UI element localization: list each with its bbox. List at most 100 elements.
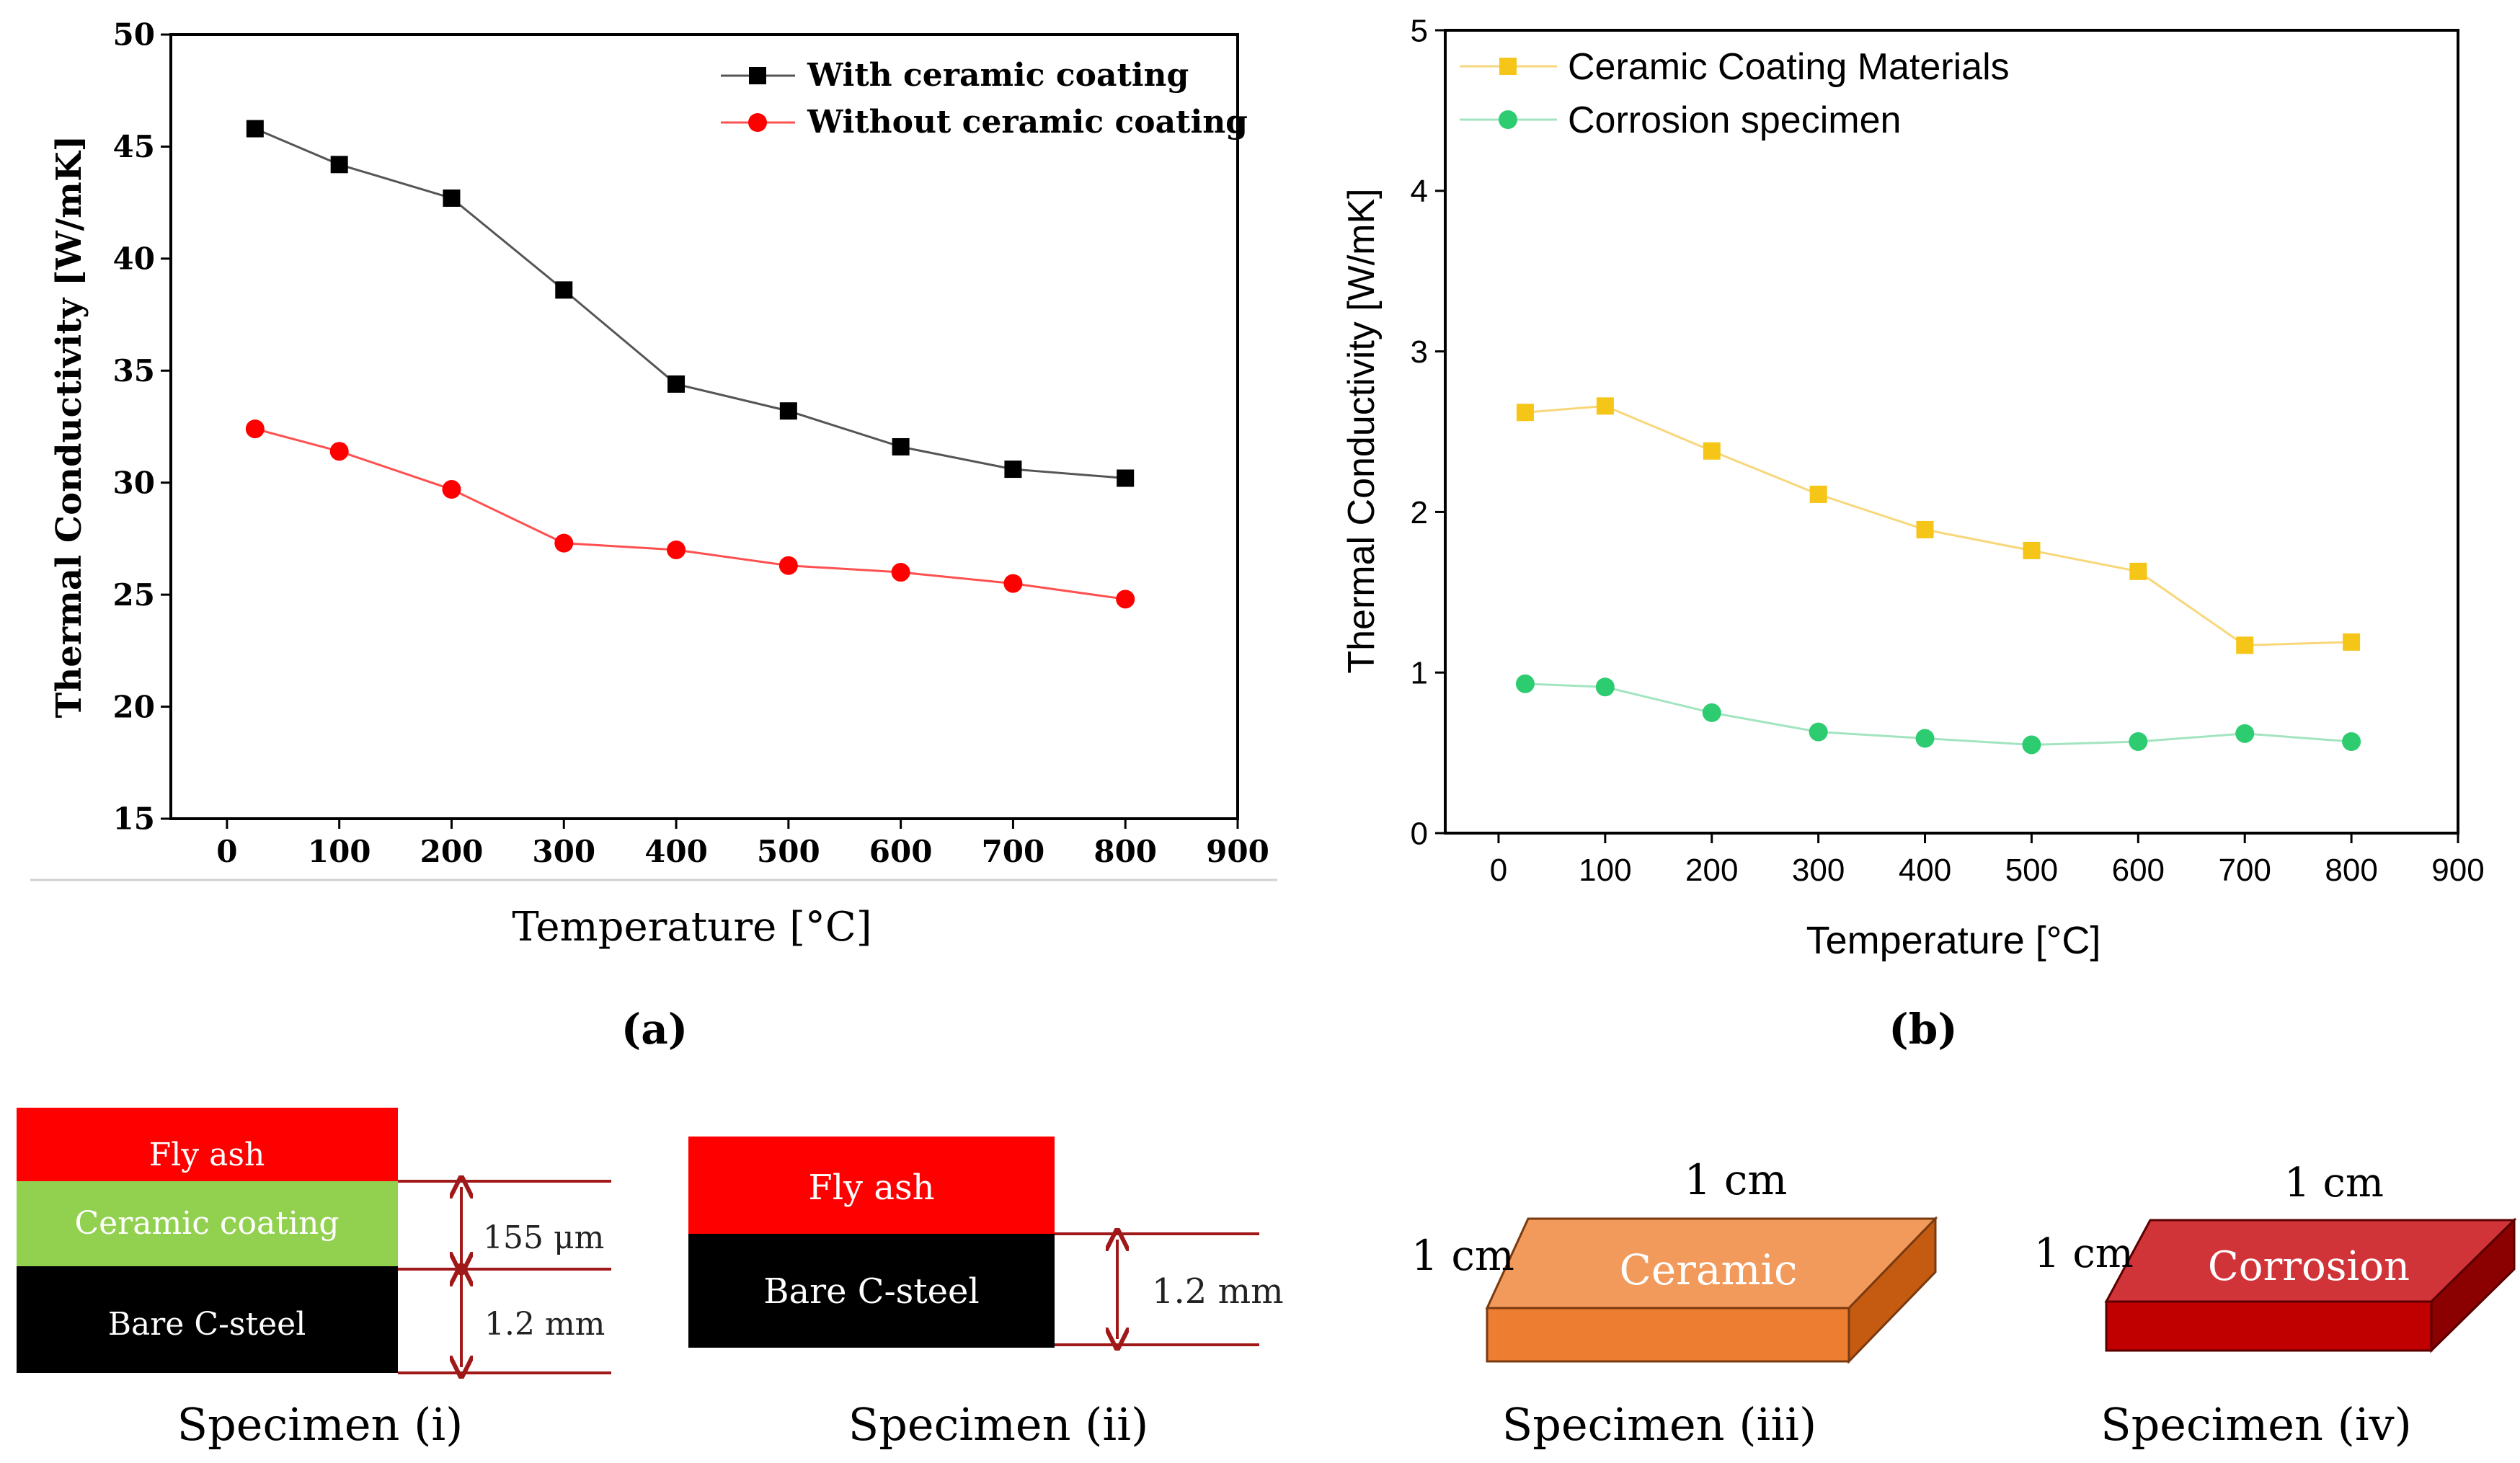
specimen-ii: Fly ash Bare C-steel 1.2 mm Specimen (ii… (688, 1137, 1284, 1451)
specimen-iii-side-face (1847, 1216, 1937, 1364)
chart-b-series-2-point (1915, 729, 1935, 748)
specimen-iii-front-face (1486, 1307, 1850, 1363)
specimen-i-steel-layer (17, 1266, 398, 1373)
chart-a-series-1-point (1004, 461, 1022, 479)
chart-b-y-tick-label: 4 (1411, 174, 1428, 209)
chart-b-x-tick-label: 800 (2325, 853, 2377, 888)
chart-a-series-2-point (554, 533, 574, 553)
chart-b-series (1515, 397, 2361, 755)
chart-a-y-ticks: 15 20 25 30 35 40 45 50 (113, 17, 171, 837)
chart-b-series-2-point (1515, 674, 1535, 693)
specimen-iii: Ceramic 1 cm 1 cm Specimen (iii) (1411, 1155, 1938, 1451)
chart-b-y-tick-label: 0 (1411, 816, 1428, 851)
chart-a-series-2-point (1003, 574, 1023, 593)
chart-b-y-ticks: 0 1 2 3 4 5 (1411, 13, 1445, 851)
legend-a-label-2: Without ceramic coating (807, 104, 1248, 141)
chart-a-series-2-point (245, 419, 265, 439)
chart-b-series-1-point (2343, 633, 2361, 651)
chart-b-x-tick-label: 700 (2218, 853, 2271, 888)
chart-a-legend: With ceramic coating Without ceramic coa… (721, 57, 1248, 141)
specimen-iv-front-face (2105, 1300, 2433, 1352)
specimen-i-caption: Specimen (i) (177, 1398, 463, 1451)
specimen-iii-caption: Specimen (iii) (1502, 1398, 1816, 1451)
chart-a-series-2-point (442, 480, 461, 499)
specimen-iv-side-face (2430, 1217, 2516, 1353)
chart-a-series-2-point (891, 563, 910, 582)
specimen-ii-dimension-lines (1055, 1234, 1259, 1345)
specimen-i-ceramic-layer (17, 1181, 398, 1266)
chart-b-x-ticks: 0 100 200 300 400 500 600 700 800 900 (1490, 833, 2485, 888)
specimen-ii-steel-layer (688, 1234, 1055, 1348)
legend-b-label-1: Ceramic Coating Materials (1568, 46, 2010, 88)
specimen-iv-depth-dimension: 1 cm (2034, 1230, 2134, 1277)
specimen-iv-width-dimension: 1 cm (2284, 1160, 2384, 1206)
chart-b: 0 100 200 300 400 500 600 700 800 900 0 1 2 3 4 5 Cera… (1341, 13, 2485, 1054)
chart-a-series-1-point (667, 375, 686, 393)
chart-a-series-1-point (892, 437, 910, 455)
chart-b-series-2-point (2129, 732, 2148, 752)
specimen-iv-label: Corrosion (2208, 1243, 2410, 1290)
chart-b-frame (1444, 29, 2459, 835)
chart-b-x-tick-label: 300 (1792, 853, 1845, 888)
chart-b-series-1-point (2236, 636, 2254, 654)
chart-b-series-1-line (1525, 404, 2352, 646)
chart-a-y-tick-label: 30 (113, 465, 155, 500)
chart-b-series-1-point (1916, 520, 1934, 538)
specimen-iii-label: Ceramic (1619, 1245, 1797, 1294)
chart-a-series-1-point (330, 156, 348, 174)
chart-a-x-tick-label: 200 (420, 834, 484, 869)
specimen-iv-caption: Specimen (iv) (2100, 1398, 2412, 1451)
chart-a-x-tick-label: 300 (532, 834, 595, 869)
chart-b-legend: Ceramic Coating Materials Corrosion spec… (1460, 46, 2010, 141)
legend-a-marker-2 (748, 113, 767, 132)
specimen-i-dimension-lines (398, 1181, 611, 1373)
chart-b-x-tick-label: 500 (2005, 853, 2058, 888)
chart-a-y-tick-label: 40 (113, 241, 155, 277)
chart-b-ylabel: Thermal Conductivity [W/mK] (1341, 188, 1383, 673)
specimen-ii-steel-label: Bare C-steel (763, 1271, 980, 1312)
legend-a-marker-1 (749, 67, 766, 84)
chart-a-ylabel: Thermal Conductivity [W/mK] (49, 135, 89, 719)
specimen-iii-depth-dimension: 1 cm (1411, 1231, 1514, 1280)
specimen-i-fly-ash-label: Fly ash (149, 1137, 265, 1173)
chart-b-series-2-point (2235, 724, 2255, 743)
chart-a-xlabel: Temperature [°C] (512, 904, 871, 951)
chart-b-x-tick-label: 200 (1685, 853, 1738, 888)
specimen-iii-width-dimension: 1 cm (1685, 1155, 1788, 1204)
chart-a-series-2-line (254, 427, 1126, 600)
chart-a-x-tick-label: 500 (757, 834, 820, 869)
chart-b-series-2-point (1595, 677, 1615, 697)
chart-a-series-2-point (329, 442, 349, 461)
chart-b-series-1-point (1596, 397, 1614, 415)
chart-b-series-1-point (2129, 562, 2147, 580)
chart-a-x-tick-label: 100 (308, 834, 371, 869)
chart-b-series-2-point (1809, 722, 1828, 742)
chart-a-series-2-point (1116, 590, 1135, 609)
chart-b-xlabel: Temperature [°C] (1806, 919, 2101, 962)
specimen-iv: Corrosion 1 cm 1 cm Specimen (iv) (2034, 1160, 2517, 1451)
chart-a: 0 100 200 300 400 500 600 700 800 900 15 20 25 30 35 4… (30, 17, 1277, 1054)
chart-b-series-2-point (1702, 703, 1721, 722)
chart-b-y-tick-label: 1 (1411, 656, 1428, 691)
chart-a-x-tick-label: 0 (216, 834, 237, 869)
chart-a-series-1-line (254, 128, 1126, 479)
legend-a-label-1: With ceramic coating (807, 57, 1189, 94)
chart-a-y-tick-label: 45 (113, 129, 155, 164)
chart-b-series-1-point (1516, 404, 1534, 422)
chart-a-y-tick-label: 25 (113, 577, 155, 613)
chart-b-x-tick-label: 400 (1899, 853, 1951, 888)
chart-a-y-tick-label: 15 (113, 801, 155, 837)
chart-a-series-1-point (443, 189, 461, 207)
panel-label-b: (b) (1889, 1005, 1957, 1054)
chart-a-series-1-point (1117, 469, 1135, 487)
chart-b-x-tick-label: 100 (1579, 853, 1631, 888)
chart-a-y-tick-label: 50 (113, 17, 155, 53)
chart-a-x-tick-label: 900 (1206, 834, 1269, 869)
chart-b-x-tick-label: 600 (2112, 853, 2165, 888)
chart-b-x-tick-label: 0 (1490, 853, 1507, 888)
specimen-i-ceramic-label: Ceramic coating (74, 1205, 339, 1242)
chart-a-x-tick-label: 700 (982, 834, 1045, 869)
chart-a-x-tick-label: 800 (1093, 834, 1157, 869)
legend-b-label-2: Corrosion specimen (1568, 99, 1901, 141)
specimen-i-steel-dimension: 1.2 mm (484, 1306, 605, 1343)
